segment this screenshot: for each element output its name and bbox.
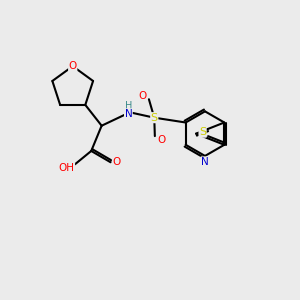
Text: N: N (124, 109, 132, 119)
Text: O: O (138, 91, 146, 101)
Text: S: S (151, 113, 158, 123)
Text: O: O (69, 61, 77, 70)
Text: H: H (125, 101, 132, 111)
Text: O: O (112, 157, 121, 167)
Text: OH: OH (58, 163, 75, 173)
Text: O: O (157, 135, 166, 145)
Text: S: S (199, 127, 206, 137)
Text: N: N (201, 157, 209, 167)
